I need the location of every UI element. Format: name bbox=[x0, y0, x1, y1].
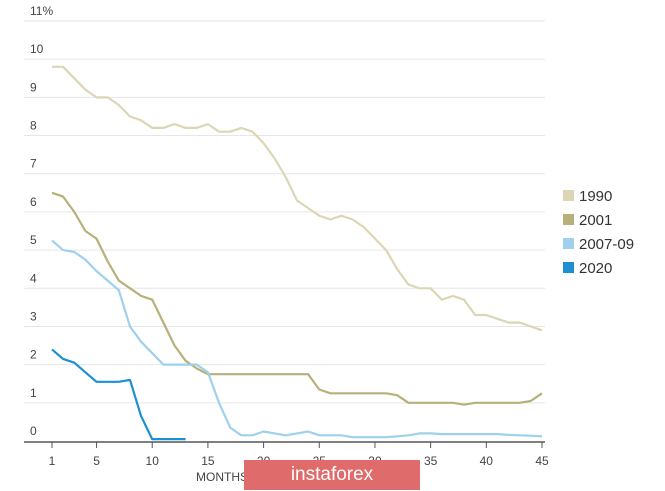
legend-swatch bbox=[563, 190, 574, 201]
y-tick-label: 6 bbox=[30, 195, 37, 209]
instaforex-watermark: instaforex bbox=[244, 460, 420, 490]
x-tick-label: 45 bbox=[535, 454, 549, 468]
legend-swatch bbox=[563, 238, 574, 249]
legend-label: 2020 bbox=[579, 260, 612, 277]
x-tick-label: 35 bbox=[424, 454, 438, 468]
series-line-2007-09 bbox=[51, 239, 543, 439]
x-tick-label: 40 bbox=[480, 454, 494, 468]
series-line-1990 bbox=[52, 65, 543, 332]
y-tick-label: 4 bbox=[30, 271, 37, 285]
y-tick-label: 10 bbox=[30, 42, 44, 56]
y-tick-label: 0 bbox=[30, 424, 37, 438]
x-tick-label: 1 bbox=[49, 454, 56, 468]
y-tick-label: 3 bbox=[30, 309, 37, 323]
y-tick-label: 8 bbox=[30, 119, 37, 133]
legend-label: 2001 bbox=[579, 212, 612, 229]
series-line-2020 bbox=[51, 348, 186, 441]
legend-label: 2007-09 bbox=[579, 236, 634, 253]
y-tick-label: 7 bbox=[30, 157, 37, 171]
y-tick-label: 11% bbox=[30, 4, 53, 18]
legend-label: 1990 bbox=[579, 188, 612, 205]
y-tick-label: 1 bbox=[30, 386, 37, 400]
x-axis-label: MONTHS bbox=[196, 470, 248, 484]
legend-swatch bbox=[563, 262, 574, 273]
legend-swatch bbox=[563, 214, 574, 225]
series-line-2001 bbox=[51, 191, 543, 406]
x-tick-label: 5 bbox=[93, 454, 100, 468]
y-tick-label: 5 bbox=[30, 233, 37, 247]
y-tick-label: 2 bbox=[30, 348, 37, 362]
x-tick-label: 10 bbox=[146, 454, 160, 468]
x-tick-label: 15 bbox=[201, 454, 215, 468]
y-tick-label: 9 bbox=[30, 80, 37, 94]
